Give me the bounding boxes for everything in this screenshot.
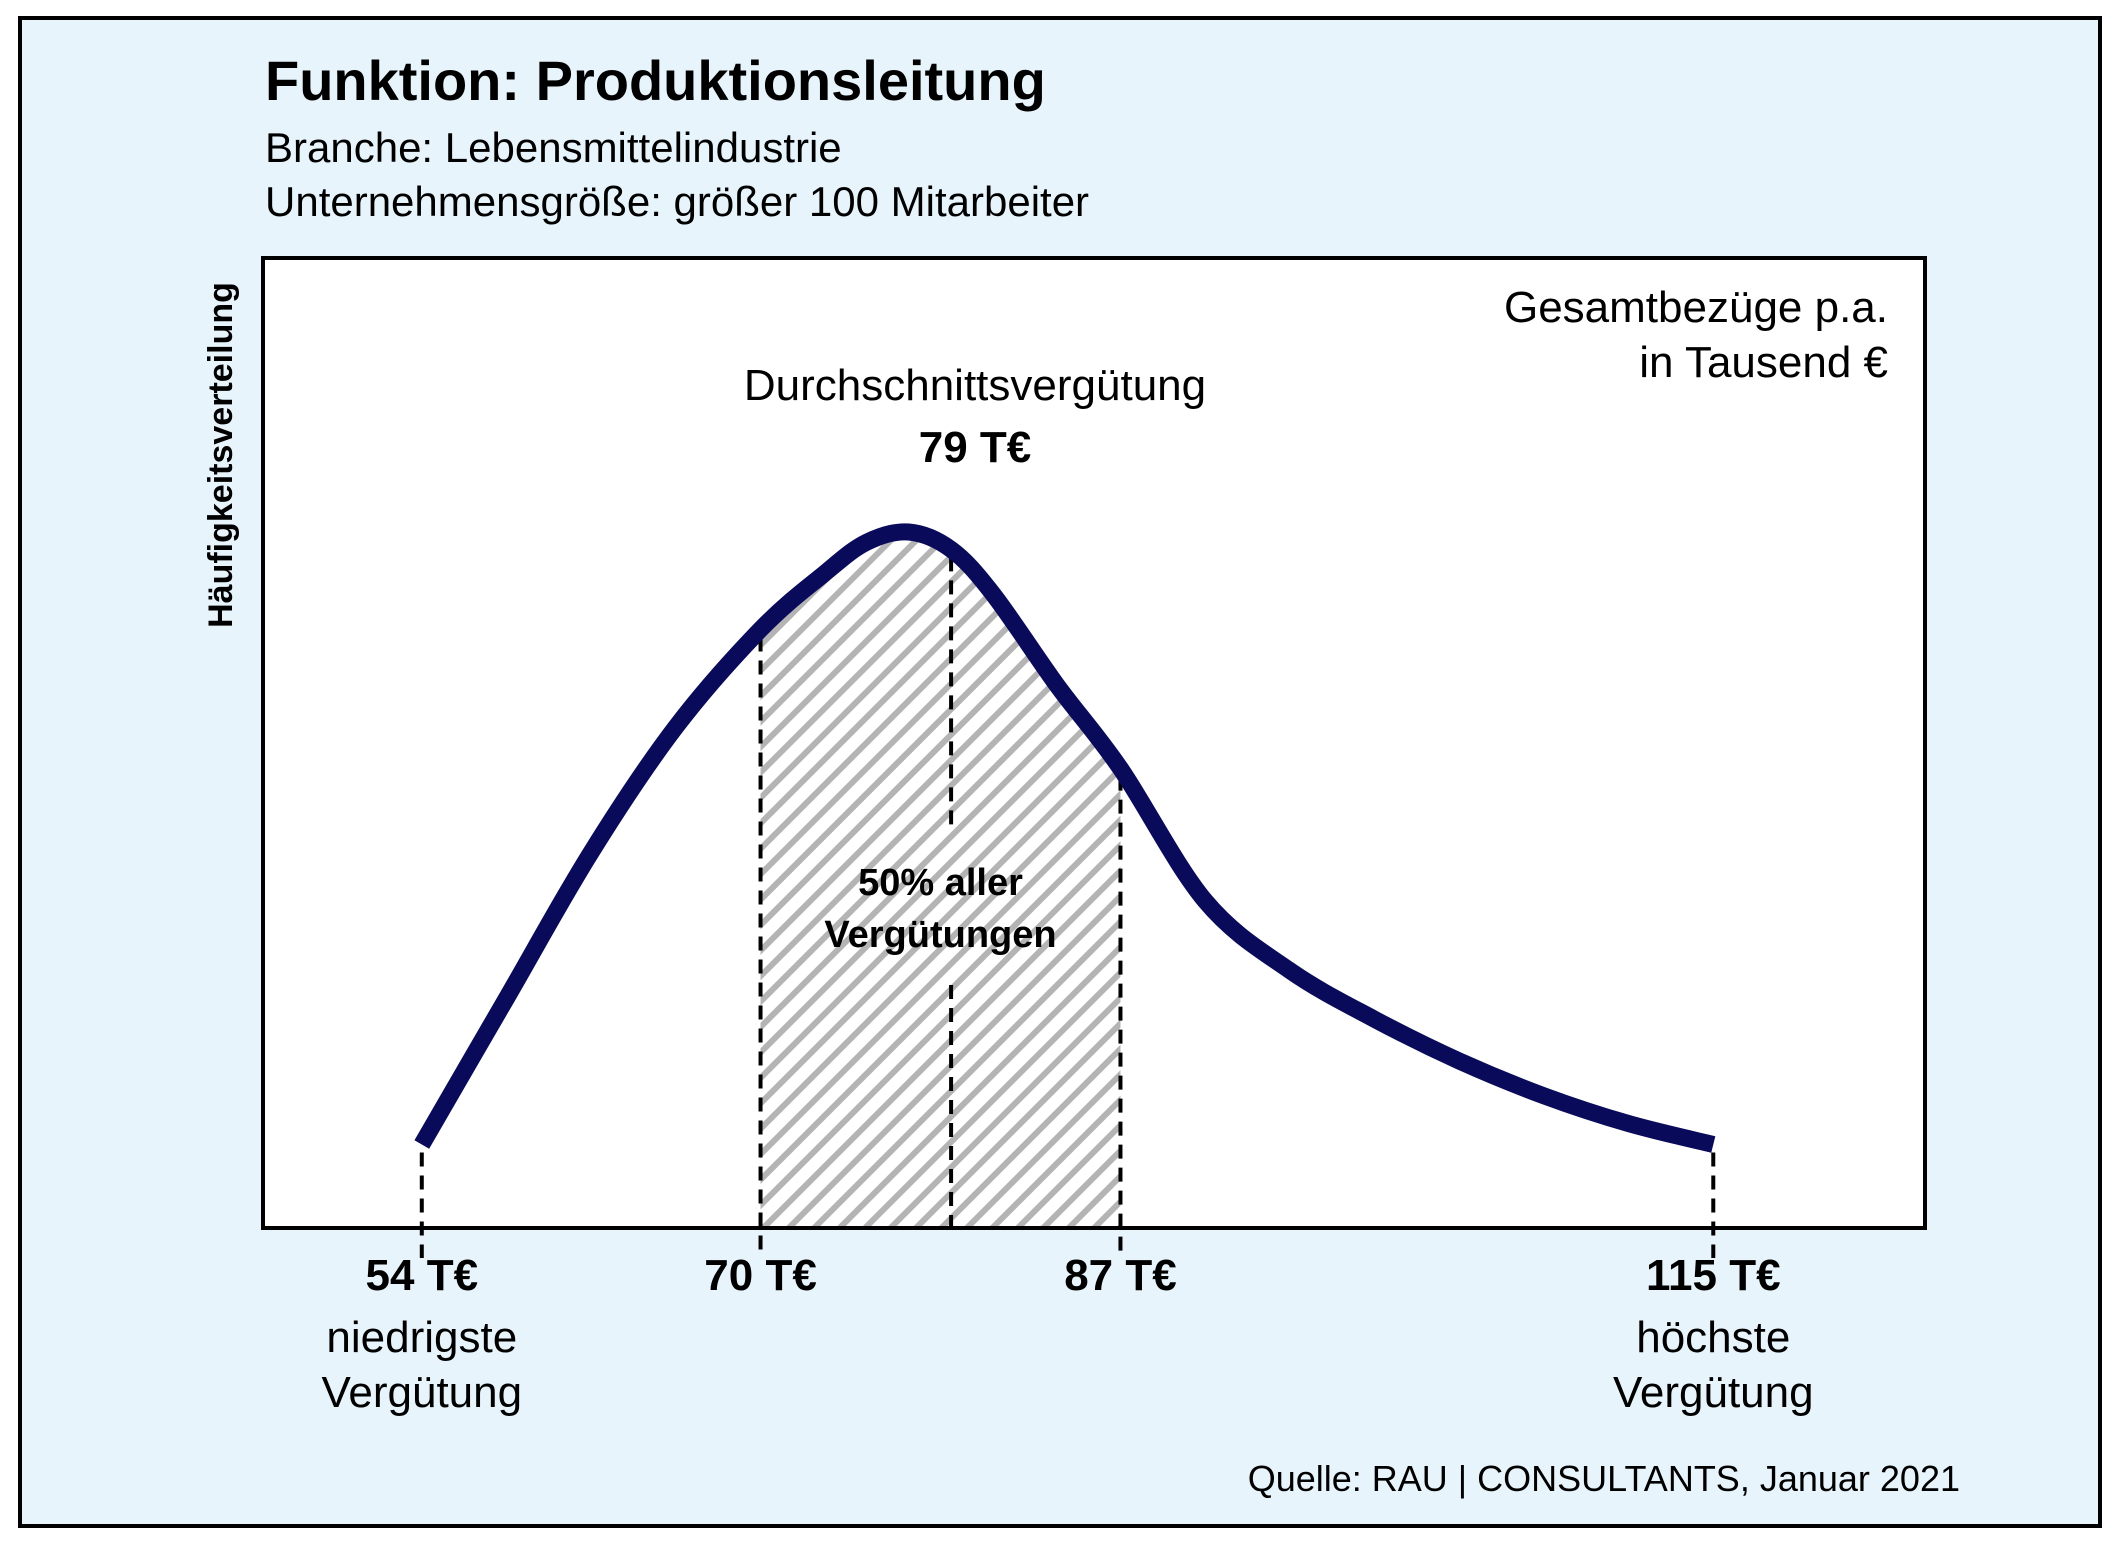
chart-title: Funktion: Produktionsleitung: [265, 49, 1046, 112]
subtitle-company-size: Unternehmensgröße: größer 100 Mitarbeite…: [265, 178, 1090, 225]
y-axis-label: Häufigkeitsverteilung: [202, 282, 240, 628]
source-note: Quelle: RAU | CONSULTANTS, Januar 2021: [1247, 1458, 1960, 1499]
shaded-label-line-2: Vergütungen: [824, 914, 1056, 956]
x-marker-label-54: 54 T€: [366, 1251, 479, 1300]
subtitle-industry: Branche: Lebensmittelindustrie: [265, 124, 842, 171]
x-marker-label-87: 87 T€: [1064, 1251, 1177, 1300]
shaded-interquartile-area: [760, 531, 1121, 1228]
average-value: 79 T€: [919, 423, 1032, 472]
distribution-curve: [414, 523, 1716, 1153]
units-label-line-2: in Tausend €: [1639, 338, 1888, 387]
units-label-line-1: Gesamtbezüge p.a.: [1504, 283, 1888, 332]
x-marker-caption-54-1: niedrigste: [326, 1313, 517, 1362]
x-marker-caption-115-2: Vergütung: [1613, 1368, 1814, 1417]
x-marker-label-70: 70 T€: [704, 1251, 817, 1300]
plot-border: [261, 256, 1927, 1230]
average-label: Durchschnittsvergütung: [744, 361, 1206, 410]
x-marker-caption-54-2: Vergütung: [321, 1368, 522, 1417]
x-marker-label-115: 115 T€: [1646, 1251, 1781, 1300]
x-marker-caption-115-1: höchste: [1636, 1313, 1790, 1362]
shaded-label-line-1: 50% aller: [858, 862, 1023, 904]
